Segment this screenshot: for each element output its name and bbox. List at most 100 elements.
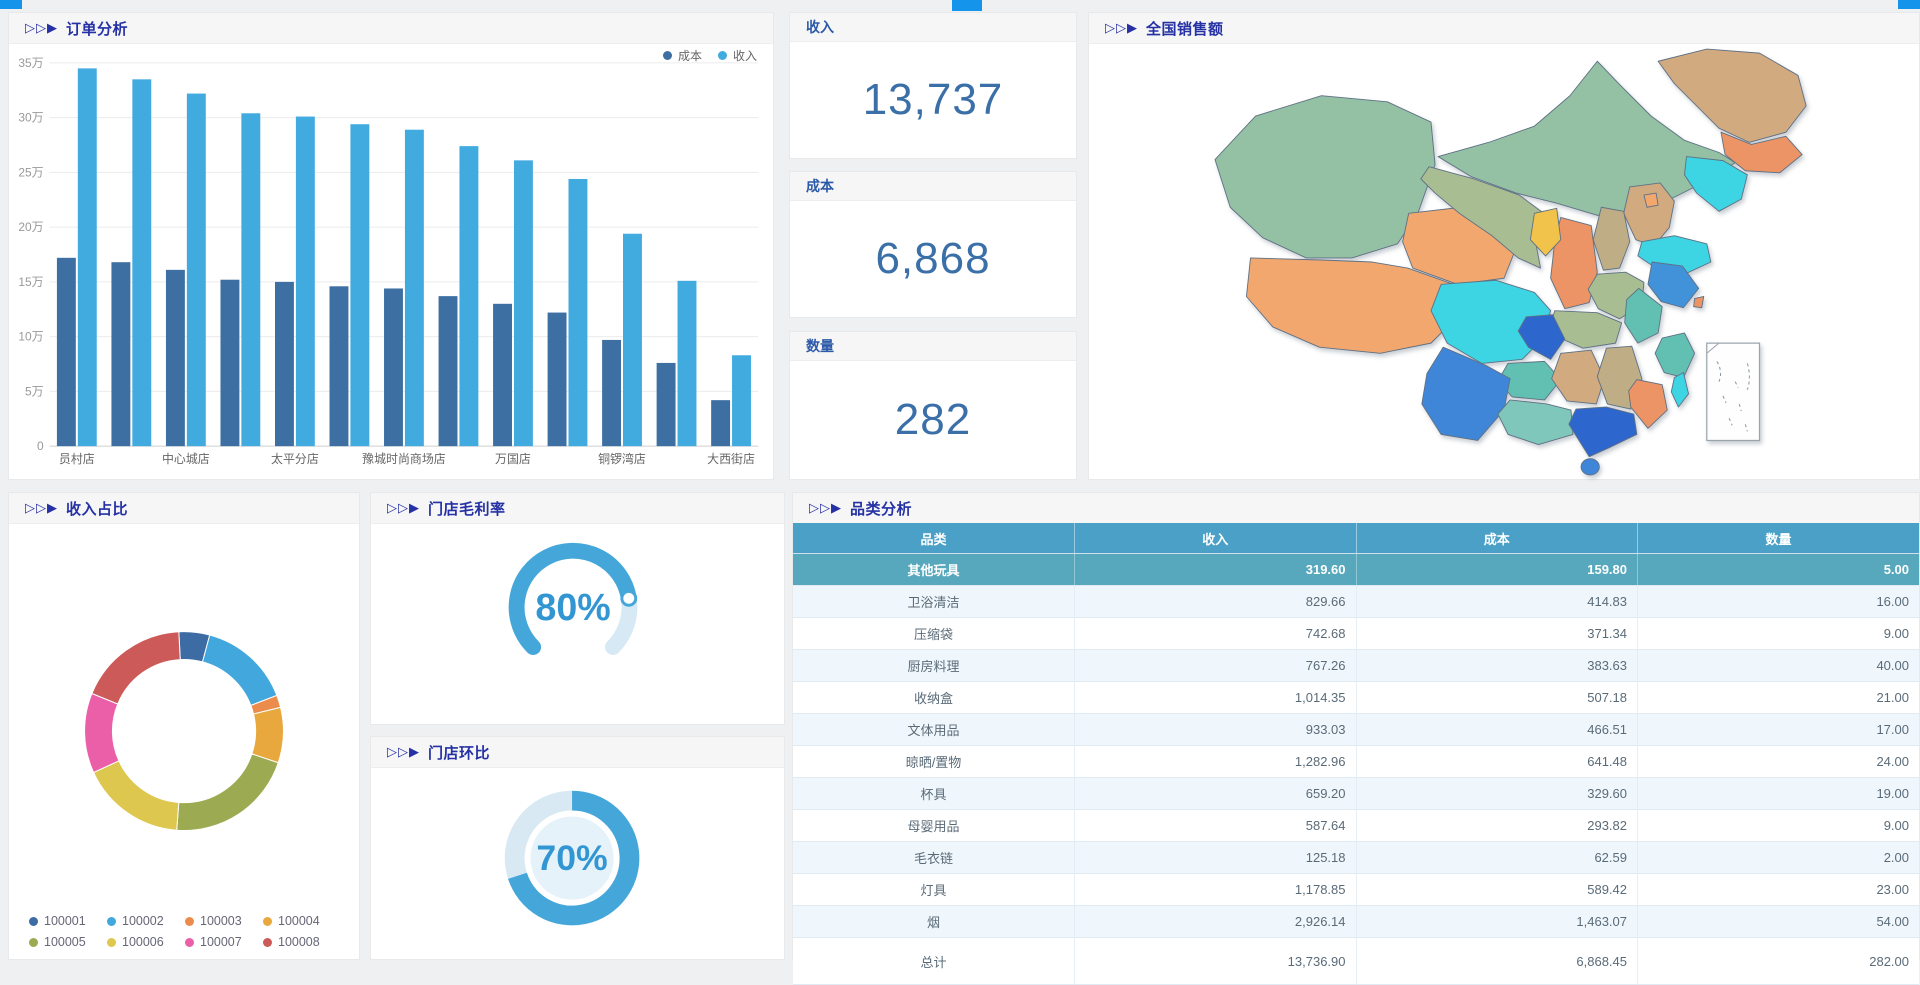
bar-成本-11[interactable] (656, 362, 676, 447)
legend-item-100008[interactable]: 100008 (263, 935, 341, 949)
bar-成本-2[interactable] (165, 269, 185, 447)
map-region-16[interactable] (1647, 261, 1700, 309)
map-region-8[interactable] (1684, 156, 1748, 212)
map-region-11[interactable] (1592, 206, 1631, 271)
table-row-灯具[interactable]: 灯具 1,178.85 589.42 23.00 (793, 873, 1919, 906)
legend-item-100003[interactable]: 100003 (185, 914, 263, 928)
column-header-收入[interactable]: 收入 (1074, 523, 1357, 554)
map-region-10[interactable] (1643, 192, 1659, 208)
bar-成本-1[interactable] (111, 262, 131, 447)
legend-item-100006[interactable]: 100006 (107, 935, 185, 949)
bar-成本-8[interactable] (493, 303, 512, 447)
column-header-成本[interactable]: 成本 (1356, 523, 1638, 554)
table-row-收纳盒[interactable]: 收纳盒 1,014.35 507.18 21.00 (793, 681, 1919, 714)
top-tab-right[interactable] (1898, 0, 1920, 9)
cell-value: 54.00 (1637, 905, 1919, 938)
bar-成本-6[interactable] (384, 288, 403, 447)
cell-value: 159.80 (1356, 553, 1638, 586)
table-row-晾晒/置物[interactable]: 晾晒/置物 1,282.96 641.48 24.00 (793, 745, 1919, 778)
gauge-needle-marker[interactable] (620, 589, 638, 607)
bar-收入-3[interactable] (241, 113, 261, 447)
bar-收入-9[interactable] (568, 178, 588, 447)
map-region-1[interactable] (1214, 95, 1436, 259)
legend-item-100001[interactable]: 100001 (29, 914, 107, 928)
legend-item-100007[interactable]: 100007 (185, 935, 263, 949)
map-region-17[interactable] (1624, 287, 1663, 344)
table-row-烟[interactable]: 烟 2,926.14 1,463.07 54.00 (793, 905, 1919, 938)
table-total-row[interactable]: 总计 13,736.90 6,868.45 282.00 (793, 937, 1919, 985)
donut-slice-100004[interactable] (251, 706, 284, 764)
table-row-卫浴清洁[interactable]: 卫浴清洁 829.66 414.83 16.00 (793, 585, 1919, 618)
map-region-30[interactable] (1670, 372, 1689, 408)
bar-收入-4[interactable] (295, 116, 315, 447)
map-region-19[interactable] (1654, 332, 1696, 379)
panel-title-text: 收入占比 (66, 500, 129, 518)
bar-成本-3[interactable] (220, 279, 240, 447)
map-region-27[interactable] (1421, 346, 1511, 441)
legend-item-收入[interactable]: 收入 (717, 47, 757, 64)
bar-收入-7[interactable] (459, 146, 479, 447)
donut-slice-100008[interactable] (91, 631, 181, 705)
revenue-share-donut-chart[interactable] (9, 523, 359, 959)
legend-item-成本[interactable]: 成本 (662, 47, 702, 64)
bar-收入-1[interactable] (132, 79, 152, 447)
map-region-9[interactable] (1623, 182, 1675, 247)
bar-收入-8[interactable] (513, 160, 533, 447)
map-region-26[interactable] (1628, 379, 1668, 429)
map-region-4[interactable] (1420, 166, 1548, 269)
panel-title-text: 门店环比 (428, 744, 491, 762)
table-row-压缩袋[interactable]: 压缩袋 742.68 371.34 9.00 (793, 617, 1919, 650)
bar-成本-5[interactable] (329, 286, 349, 447)
legend-item-100002[interactable]: 100002 (107, 914, 185, 928)
bar-成本-10[interactable] (602, 339, 622, 447)
bar-成本-7[interactable] (438, 296, 458, 447)
map-region-5[interactable] (1437, 60, 1736, 216)
table-row-文体用品[interactable]: 文体用品 933.03 466.51 17.00 (793, 713, 1919, 746)
column-header-品类[interactable]: 品类 (793, 523, 1075, 554)
map-region-13[interactable] (1529, 207, 1562, 257)
donut-slice-100006[interactable] (92, 760, 180, 831)
bar-成本-12[interactable] (711, 400, 731, 447)
bar-收入-5[interactable] (350, 124, 370, 447)
legend-item-100005[interactable]: 100005 (29, 935, 107, 949)
map-region-29[interactable] (1568, 406, 1638, 458)
table-row-其他玩具[interactable]: 其他玩具 319.60 159.80 5.00 (793, 553, 1919, 586)
column-header-数量[interactable]: 数量 (1637, 523, 1919, 554)
bar-收入-2[interactable] (186, 93, 206, 447)
top-tab-center[interactable] (952, 0, 982, 11)
table-row-母婴用品[interactable]: 母婴用品 587.64 293.82 9.00 (793, 809, 1919, 842)
kpi-card-quantity: 数量 282 (789, 331, 1077, 480)
bar-收入-10[interactable] (623, 233, 642, 447)
top-tab-left[interactable] (0, 0, 22, 9)
map-region-island[interactable] (1580, 458, 1600, 476)
x-axis-tick-label: 员村店 (59, 452, 95, 466)
bar-收入-11[interactable] (677, 280, 697, 447)
map-region-7[interactable] (1720, 131, 1803, 174)
cell-value: 329.60 (1356, 777, 1638, 810)
table-row-毛衣链[interactable]: 毛衣链 125.18 62.59 2.00 (793, 841, 1919, 874)
map-region-6[interactable] (1657, 48, 1807, 143)
category-table: 品类 收入 成本 数量 其他玩具 319.60 159.80 5.00 卫浴清洁 829.66 4… (793, 523, 1919, 985)
table-row-厨房料理[interactable]: 厨房料理 767.26 383.63 40.00 (793, 649, 1919, 682)
bar-成本-0[interactable] (56, 257, 76, 447)
table-row-杯具[interactable]: 杯具 659.20 329.60 19.00 (793, 777, 1919, 810)
map-region-18[interactable] (1693, 296, 1705, 309)
donut-slice-100007[interactable] (84, 692, 120, 774)
gross-margin-gauge[interactable]: 80% (371, 523, 784, 724)
bar-成本-9[interactable] (547, 312, 567, 447)
map-region-12[interactable] (1550, 216, 1598, 310)
kpi-cost-value: 6,868 (875, 233, 991, 283)
bar-成本-4[interactable] (274, 281, 294, 447)
china-map[interactable] (1154, 43, 1854, 479)
map-region-28[interactable] (1497, 399, 1574, 445)
map-region-24[interactable] (1551, 349, 1605, 405)
donut-slice-100002[interactable] (201, 634, 278, 707)
store-mom-ring-gauge[interactable]: 70% (371, 767, 784, 959)
bar-收入-6[interactable] (404, 129, 424, 447)
legend-item-100004[interactable]: 100004 (263, 914, 341, 928)
donut-slice-100005[interactable] (176, 753, 279, 831)
bar-收入-12[interactable] (732, 355, 751, 447)
map-region-22[interactable] (1517, 314, 1566, 360)
bar-收入-0[interactable] (77, 68, 97, 447)
